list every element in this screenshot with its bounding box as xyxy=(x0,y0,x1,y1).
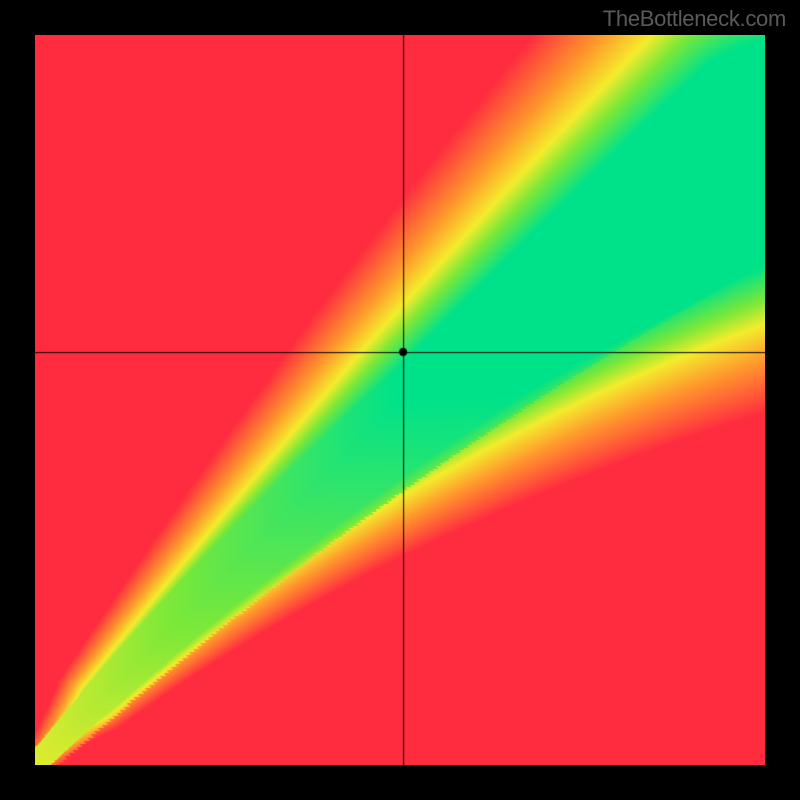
heatmap-plot xyxy=(35,35,765,765)
chart-container: TheBottleneck.com xyxy=(0,0,800,800)
watermark-label: TheBottleneck.com xyxy=(603,6,786,32)
heatmap-canvas xyxy=(35,35,765,765)
